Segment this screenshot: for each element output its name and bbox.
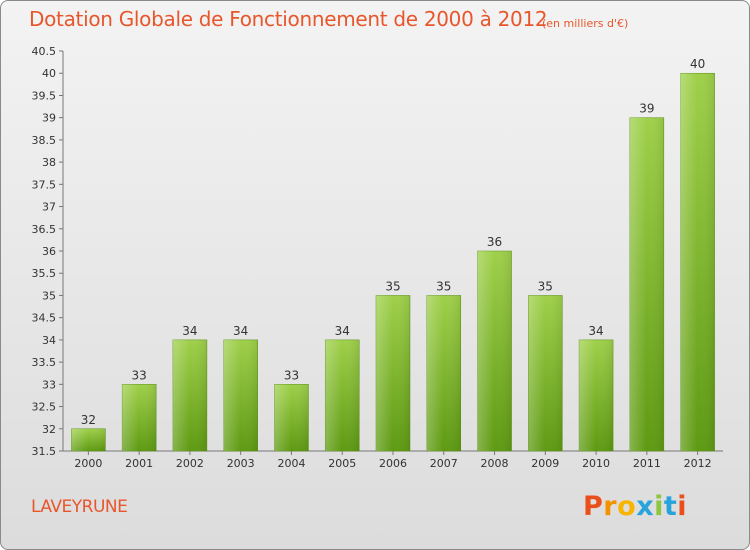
axes: 31.5 32 32.5 33 33.5 34 34.5 35 35.5 36 36.5 37 37.5… [32,45,723,458]
x-tick-label: 2009 [531,457,559,470]
x-tick-label: 2011 [633,457,661,470]
bar-shine [477,251,512,451]
y-tick-label: 39.5 [32,89,57,102]
bar-shine [426,295,461,451]
bar-shine [71,428,106,451]
x-tick-label: 2006 [379,457,407,470]
x-tick-label: 2007 [430,457,458,470]
y-tick-label: 37.5 [32,178,57,191]
bars-group [71,72,715,452]
bar-value-label: 34 [335,324,350,338]
y-tick-label: 32.5 [32,401,57,414]
bar-shine [528,295,563,451]
bar-value-label: 32 [81,413,96,427]
x-tick-label: 2003 [227,457,255,470]
bar-value-label: 35 [436,279,451,293]
bar-value-label: 40 [690,57,705,71]
y-tick-label: 33.5 [32,356,57,369]
y-tick-label: 39 [42,112,56,125]
bar-shine [223,339,258,451]
y-tick-label: 40.5 [32,45,57,58]
y-tick-label: 38.5 [32,134,57,147]
y-tick-label: 40 [42,67,56,80]
x-tick-label: 2001 [125,457,153,470]
bar-value-label: 33 [132,368,147,382]
x-tick-label: 2000 [74,457,102,470]
y-tick-label: 35.5 [32,267,57,280]
bar-value-label: 35 [385,279,400,293]
y-tick-label: 32 [42,423,56,436]
chart-title: Dotation Globale de Fonctionnement de 20… [29,7,548,31]
bar-shine [274,384,309,451]
bar-shine [122,384,157,451]
bar-shine [172,339,207,451]
y-tick-label: 31.5 [32,445,57,458]
x-tick-label: 2008 [481,457,509,470]
bar-value-label: 39 [639,102,654,116]
y-tick-label: 36 [42,245,56,258]
commune-name: LAVEYRUNE [31,497,128,517]
x-tick-label: 2002 [176,457,204,470]
bar-value-label: 36 [487,235,502,249]
chart-unit: (en milliers d'€) [542,17,629,30]
y-tick-label: 33 [42,378,56,391]
labels-group: 2000 32 2001 33 2002 34 2003 34 2004 33 2005 34 2006… [74,57,711,470]
y-tick-label: 38 [42,156,56,169]
x-tick-label: 2012 [684,457,712,470]
bar-shine [629,117,664,452]
bar-value-label: 33 [284,368,299,382]
x-tick-label: 2010 [582,457,610,470]
bar-shine [325,339,360,451]
y-tick-label: 35 [42,289,56,302]
bar-shine [579,339,614,451]
y-tick-label: 37 [42,201,56,214]
bar-shine [680,73,715,451]
bar-value-label: 34 [182,324,197,338]
bar-value-label: 35 [538,279,553,293]
y-tick-label: 34 [42,334,56,347]
y-tick-label: 36.5 [32,223,57,236]
y-tick-label: 34.5 [32,312,57,325]
x-tick-label: 2005 [328,457,356,470]
bar-shine [376,295,410,451]
x-tick-label: 2004 [277,457,305,470]
bar-value-label: 34 [588,324,603,338]
bar-value-label: 34 [233,324,248,338]
proxiti-logo: Proxiti [583,491,688,522]
